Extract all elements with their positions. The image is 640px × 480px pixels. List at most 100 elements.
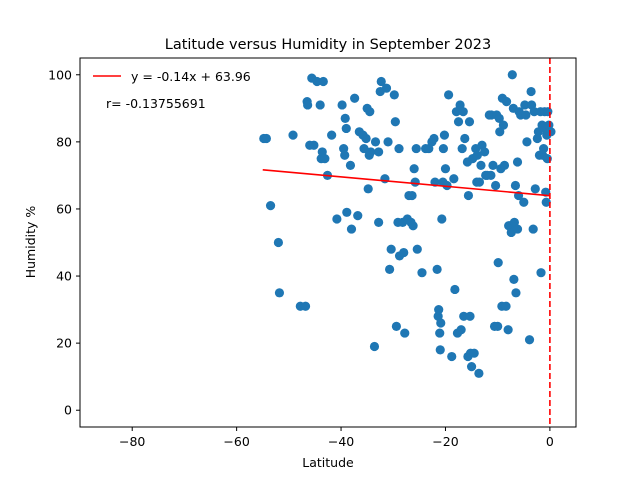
data-point <box>320 154 330 164</box>
x-tick-label: −40 <box>328 434 354 449</box>
x-axis: −80 −60 −40 −20 0 <box>119 427 554 449</box>
data-point <box>410 177 420 187</box>
data-point <box>507 70 517 80</box>
data-point <box>541 197 551 207</box>
data-point <box>522 137 532 147</box>
data-point <box>435 328 445 338</box>
data-point <box>447 351 457 362</box>
y-tick-label: 80 <box>56 134 72 149</box>
data-point <box>530 184 540 194</box>
data-point <box>376 76 386 87</box>
data-point <box>457 143 467 154</box>
data-point <box>432 264 442 274</box>
data-point <box>453 117 464 127</box>
data-point <box>309 140 319 150</box>
data-point <box>359 143 369 154</box>
data-point <box>303 100 313 110</box>
y-tick-label: 20 <box>56 336 72 351</box>
data-point <box>451 107 462 117</box>
data-point <box>501 301 511 311</box>
data-point <box>499 160 510 170</box>
data-point <box>327 130 337 140</box>
data-point <box>350 93 360 103</box>
data-point <box>265 201 276 211</box>
regression-line <box>262 169 550 197</box>
data-point <box>389 90 399 100</box>
data-point <box>400 328 410 338</box>
legend: y = -0.14x + 63.96 <box>93 69 251 84</box>
data-point <box>274 288 285 298</box>
y-tick-label: 100 <box>48 67 72 82</box>
y-axis-label: Humidity % <box>23 206 38 279</box>
data-point <box>342 207 352 217</box>
data-point <box>315 100 325 110</box>
data-point <box>444 90 454 100</box>
data-point <box>519 197 529 207</box>
data-point <box>381 83 392 93</box>
data-point <box>511 288 521 298</box>
data-point <box>465 311 475 321</box>
y-tick-label: 40 <box>56 269 72 284</box>
plot-frame <box>79 57 577 428</box>
data-point <box>474 177 485 187</box>
data-point <box>463 190 474 201</box>
data-point <box>450 284 460 295</box>
data-point <box>337 100 347 110</box>
data-point <box>528 224 538 234</box>
data-point <box>498 120 509 130</box>
data-point <box>370 137 381 147</box>
data-point <box>340 150 350 160</box>
data-point <box>480 147 490 157</box>
x-tick-label: −60 <box>223 434 249 449</box>
data-point <box>449 174 459 184</box>
x-tick-label: −20 <box>432 434 458 449</box>
data-point <box>365 107 375 117</box>
data-point <box>493 321 503 331</box>
data-point <box>439 130 450 140</box>
data-point <box>491 180 501 191</box>
data-point <box>385 264 395 274</box>
data-point <box>533 127 544 137</box>
data-point <box>503 325 513 335</box>
data-point <box>341 123 351 134</box>
y-tick-label: 0 <box>64 403 72 418</box>
data-point <box>374 147 384 157</box>
data-point <box>391 321 401 331</box>
data-point <box>417 268 427 278</box>
y-axis: 0 20 40 60 80 100 <box>48 67 80 418</box>
data-point <box>466 362 477 372</box>
data-point <box>435 345 445 355</box>
data-point <box>539 143 549 154</box>
data-point <box>524 335 535 345</box>
data-point <box>458 107 468 117</box>
data-point <box>526 86 536 97</box>
data-point <box>399 247 409 258</box>
data-point <box>434 304 444 315</box>
chart-title: Latitude versus Humidity in September 20… <box>165 37 492 53</box>
x-axis-label: Latitude <box>302 455 354 470</box>
data-point <box>363 184 373 194</box>
data-point <box>340 113 350 123</box>
data-point <box>486 170 496 181</box>
data-point <box>546 127 556 137</box>
data-point <box>412 244 422 254</box>
data-point <box>512 224 523 234</box>
data-point <box>383 137 393 147</box>
data-point <box>353 211 363 221</box>
data-point <box>543 107 553 117</box>
data-point <box>361 133 371 144</box>
data-point <box>469 348 479 358</box>
data-point <box>495 127 505 137</box>
data-point <box>510 180 521 191</box>
data-point <box>472 150 482 160</box>
data-point <box>380 174 390 184</box>
data-point <box>407 190 417 201</box>
data-point <box>436 318 446 328</box>
data-point <box>438 143 448 154</box>
data-point <box>386 244 396 254</box>
data-point <box>345 160 356 170</box>
data-point <box>494 113 504 123</box>
lines-layer <box>262 58 551 427</box>
data-point <box>261 133 271 144</box>
